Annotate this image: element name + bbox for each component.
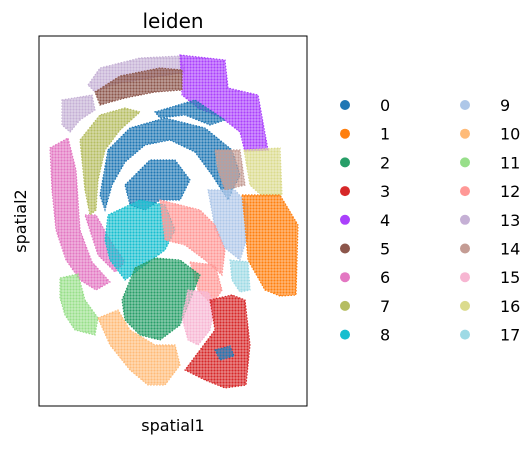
- legend-label-8: 8: [380, 326, 390, 345]
- legend-label-10: 10: [500, 125, 520, 144]
- cluster-17-points-1: [229, 259, 251, 293]
- legend-marker-4: [340, 214, 350, 225]
- y-axis-label: spatial2: [11, 189, 30, 252]
- legend-marker-12: [460, 186, 470, 197]
- legend-marker-7: [340, 300, 350, 311]
- cluster-0-points-3: [153, 99, 227, 126]
- legend-marker-8: [340, 329, 350, 340]
- legend-marker-14: [460, 243, 470, 254]
- legend-label-14: 14: [500, 240, 520, 259]
- legend-marker-5: [340, 243, 350, 254]
- legend-marker-1: [340, 128, 350, 139]
- cluster-14-points-1: [214, 149, 246, 191]
- legend-item-17: 17: [460, 326, 520, 345]
- legend-label-11: 11: [500, 153, 520, 172]
- chart-title: leiden: [142, 9, 203, 33]
- legend-label-13: 13: [500, 211, 520, 230]
- legend-marker-9: [460, 100, 470, 110]
- legend-marker-3: [340, 186, 350, 197]
- cluster-11-points-1: [59, 273, 99, 336]
- legend-item-7: 7: [340, 297, 390, 316]
- legend-marker-13: [460, 214, 470, 225]
- legend-marker-2: [340, 157, 350, 168]
- legend-label-0: 0: [380, 96, 390, 115]
- legend-item-3: 3: [340, 182, 390, 201]
- legend-item-16: 16: [460, 297, 520, 316]
- legend-item-11: 11: [460, 153, 520, 172]
- legend-item-1: 1: [340, 125, 390, 144]
- legend-label-15: 15: [500, 268, 520, 287]
- legend-marker-17: [460, 329, 470, 340]
- legend-item-10: 10: [460, 125, 520, 144]
- cluster-2-points-1: [121, 257, 201, 341]
- cluster-1-points-1: [241, 194, 299, 297]
- cluster-12-points-1: [159, 199, 226, 277]
- cluster-0-points-1: [99, 117, 241, 213]
- cluster-10-points-1: [97, 309, 181, 386]
- legend-item-5: 5: [340, 240, 390, 259]
- legend-marker-6: [340, 272, 350, 283]
- legend-label-1: 1: [380, 125, 390, 144]
- legend-label-12: 12: [500, 182, 520, 201]
- legend-label-6: 6: [380, 268, 390, 287]
- legend-marker-0: [340, 100, 350, 110]
- legend-item-9: 9: [460, 96, 510, 115]
- legend-marker-16: [460, 300, 470, 311]
- legend-label-2: 2: [380, 153, 390, 172]
- legend-item-15: 15: [460, 268, 520, 287]
- cluster-9-points-1: [207, 189, 249, 262]
- cluster-3-points-1: [184, 294, 251, 389]
- legend-item-6: 6: [340, 268, 390, 287]
- legend-label-5: 5: [380, 240, 390, 259]
- x-axis-label: spatial1: [141, 416, 204, 435]
- cluster-5-points-1: [94, 67, 183, 106]
- cluster-15-points-1: [181, 289, 216, 346]
- legend-item-2: 2: [340, 153, 390, 172]
- legend-label-9: 9: [500, 96, 510, 115]
- legend-marker-10: [460, 128, 470, 139]
- cluster-regions: [49, 54, 299, 389]
- legend-item-12: 12: [460, 182, 520, 201]
- legend-item-4: 4: [340, 211, 390, 230]
- legend-item-13: 13: [460, 211, 520, 230]
- legend-label-16: 16: [500, 297, 520, 316]
- legend-label-17: 17: [500, 326, 520, 345]
- cluster-6-points-1: [49, 137, 111, 291]
- legend-item-8: 8: [340, 326, 390, 345]
- legend-label-3: 3: [380, 182, 390, 201]
- cluster-13-points-2: [61, 94, 96, 133]
- legend-item-0: 0: [340, 96, 390, 115]
- legend-label-7: 7: [380, 297, 390, 316]
- legend-marker-15: [460, 272, 470, 283]
- legend-item-14: 14: [460, 240, 520, 259]
- legend-label-4: 4: [380, 211, 390, 230]
- cluster-0-points-4: [214, 345, 235, 361]
- cluster-7-points-1: [79, 107, 142, 217]
- legend-marker-11: [460, 157, 470, 168]
- cluster-8-points-1: [104, 199, 176, 281]
